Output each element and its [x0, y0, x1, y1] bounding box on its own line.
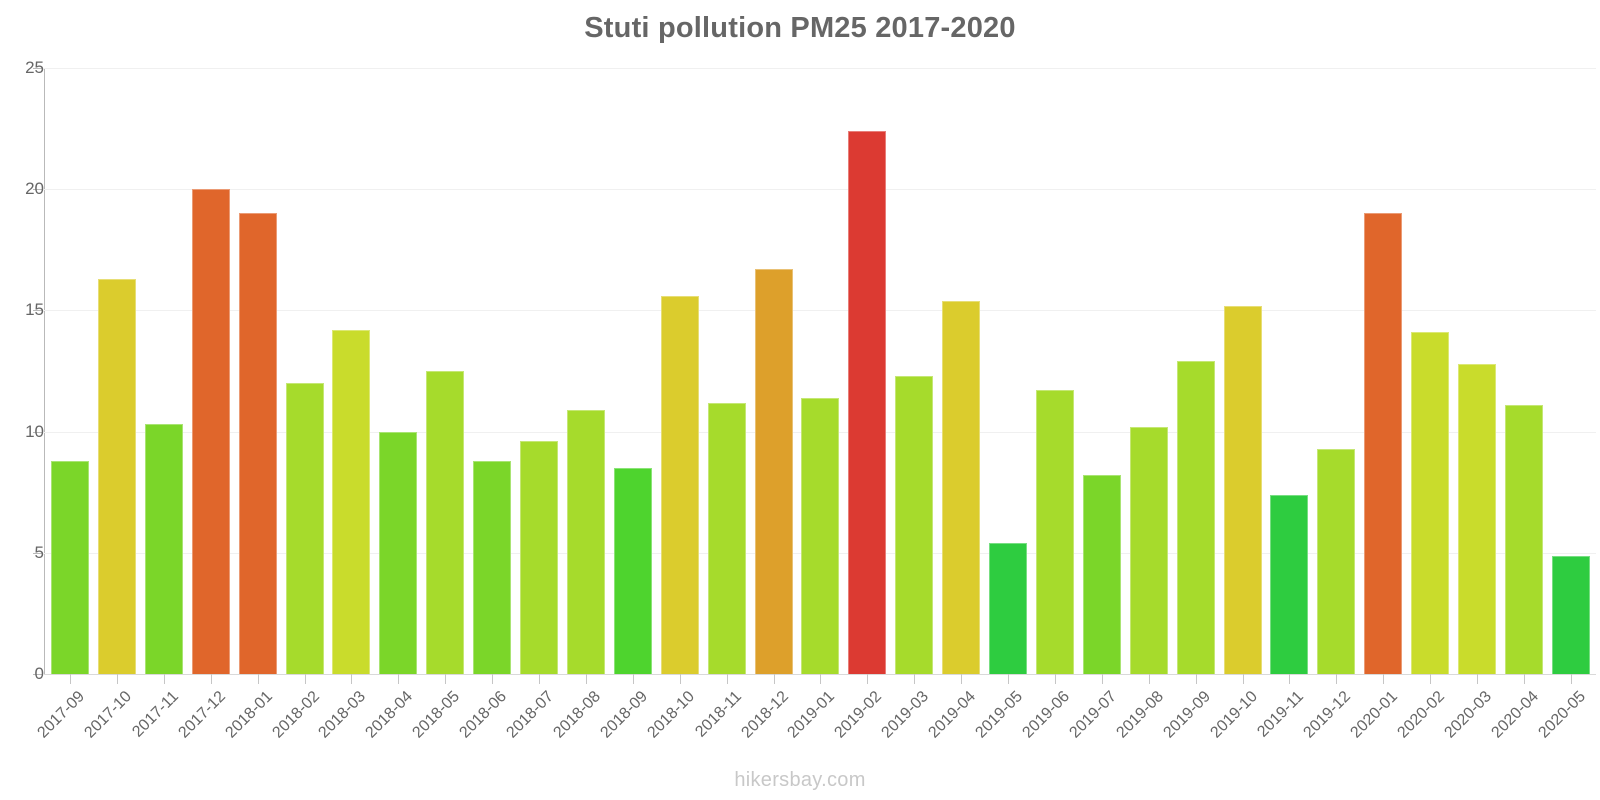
y-axis-label: 15 — [25, 300, 44, 320]
gridline — [44, 189, 1596, 191]
bar[interactable] — [1270, 494, 1309, 674]
x-axis-tick — [585, 674, 587, 684]
x-axis-tick — [492, 674, 494, 684]
bar[interactable] — [1458, 363, 1496, 674]
gridline — [44, 674, 1596, 675]
x-axis-tick — [1242, 674, 1244, 684]
site-watermark: hikersbay.com — [734, 769, 866, 791]
bar[interactable] — [97, 278, 136, 674]
gridline — [44, 310, 1596, 312]
x-axis-tick — [1008, 674, 1009, 684]
bar[interactable] — [473, 460, 512, 674]
y-axis-label: 0 — [34, 664, 44, 683]
x-axis-tick — [70, 674, 71, 684]
x-axis-tick — [445, 674, 447, 684]
bar[interactable] — [426, 371, 465, 674]
y-axis-tick — [33, 310, 43, 312]
x-axis-tick — [1148, 674, 1150, 684]
x-axis-tick — [257, 674, 259, 684]
x-axis-tick — [1570, 674, 1572, 684]
bar[interactable] — [520, 441, 558, 674]
bar[interactable] — [1317, 448, 1356, 674]
bar[interactable] — [1223, 305, 1262, 674]
x-axis-tick — [914, 674, 916, 684]
x-axis-tick — [351, 674, 353, 684]
bar[interactable] — [285, 383, 324, 674]
bar[interactable] — [1551, 556, 1590, 674]
x-axis-tick — [398, 674, 400, 684]
y-axis-tick — [33, 674, 43, 675]
bar[interactable] — [1129, 426, 1168, 674]
x-axis-tick — [632, 674, 634, 684]
bar[interactable] — [238, 213, 277, 674]
bar[interactable] — [801, 397, 840, 674]
gridline — [44, 68, 1596, 69]
x-axis-tick — [1523, 674, 1525, 684]
y-axis-tick — [33, 68, 43, 69]
y-axis-label: 5 — [34, 542, 44, 562]
x-axis-tick — [1289, 674, 1291, 684]
bar[interactable] — [191, 189, 230, 674]
y-axis-line — [44, 68, 45, 675]
bars-group — [44, 68, 1596, 674]
x-axis-tick — [961, 674, 963, 684]
x-axis-labels: 2017-09 2017-10 2017-11 2017-12 2018-01 2018-… — [34, 674, 1596, 800]
x-axis-tick — [820, 674, 822, 684]
bar[interactable] — [989, 543, 1027, 674]
bar[interactable] — [707, 402, 746, 674]
bar[interactable] — [1504, 404, 1543, 674]
x-axis-tick — [1101, 674, 1103, 684]
x-axis-tick — [867, 674, 869, 684]
bar[interactable] — [1364, 213, 1403, 674]
plot-area — [33, 68, 1596, 675]
x-axis-tick — [726, 674, 728, 684]
x-axis-tick — [116, 674, 118, 684]
x-axis-tick — [1477, 674, 1478, 684]
x-axis-tick — [163, 674, 165, 684]
x-axis-tick — [1430, 674, 1432, 684]
bar[interactable] — [1082, 475, 1121, 674]
bar[interactable] — [754, 269, 793, 674]
x-axis-tick — [1336, 674, 1338, 684]
bar[interactable] — [566, 409, 605, 674]
bar[interactable] — [848, 131, 887, 674]
bar[interactable] — [51, 460, 89, 674]
x-axis-tick — [1054, 674, 1056, 684]
bar[interactable] — [660, 295, 699, 674]
x-axis-tick — [304, 674, 306, 684]
x-axis-tick — [210, 674, 212, 684]
bar[interactable] — [144, 424, 183, 674]
x-axis-tick — [773, 674, 775, 684]
x-axis-tick — [1195, 674, 1197, 684]
bar[interactable] — [1035, 390, 1074, 674]
bar[interactable] — [379, 431, 418, 674]
y-axis-tick — [33, 552, 43, 554]
y-axis-tick — [33, 189, 43, 191]
bar[interactable] — [1176, 361, 1215, 674]
bar[interactable] — [942, 300, 981, 674]
x-axis-tick — [1383, 674, 1385, 684]
x-axis-tick — [539, 674, 540, 684]
y-axis-label: 25 — [25, 58, 44, 77]
chart-title: Stuti pollution PM25 2017-2020 — [584, 12, 1016, 44]
y-axis-label: 10 — [25, 421, 44, 441]
y-axis-tick — [33, 431, 43, 433]
x-axis-tick — [679, 674, 681, 684]
bar[interactable] — [613, 467, 652, 674]
y-axis-label: 20 — [25, 179, 44, 199]
bar[interactable] — [895, 375, 934, 674]
bar[interactable] — [332, 329, 371, 674]
bar[interactable] — [1411, 332, 1450, 674]
